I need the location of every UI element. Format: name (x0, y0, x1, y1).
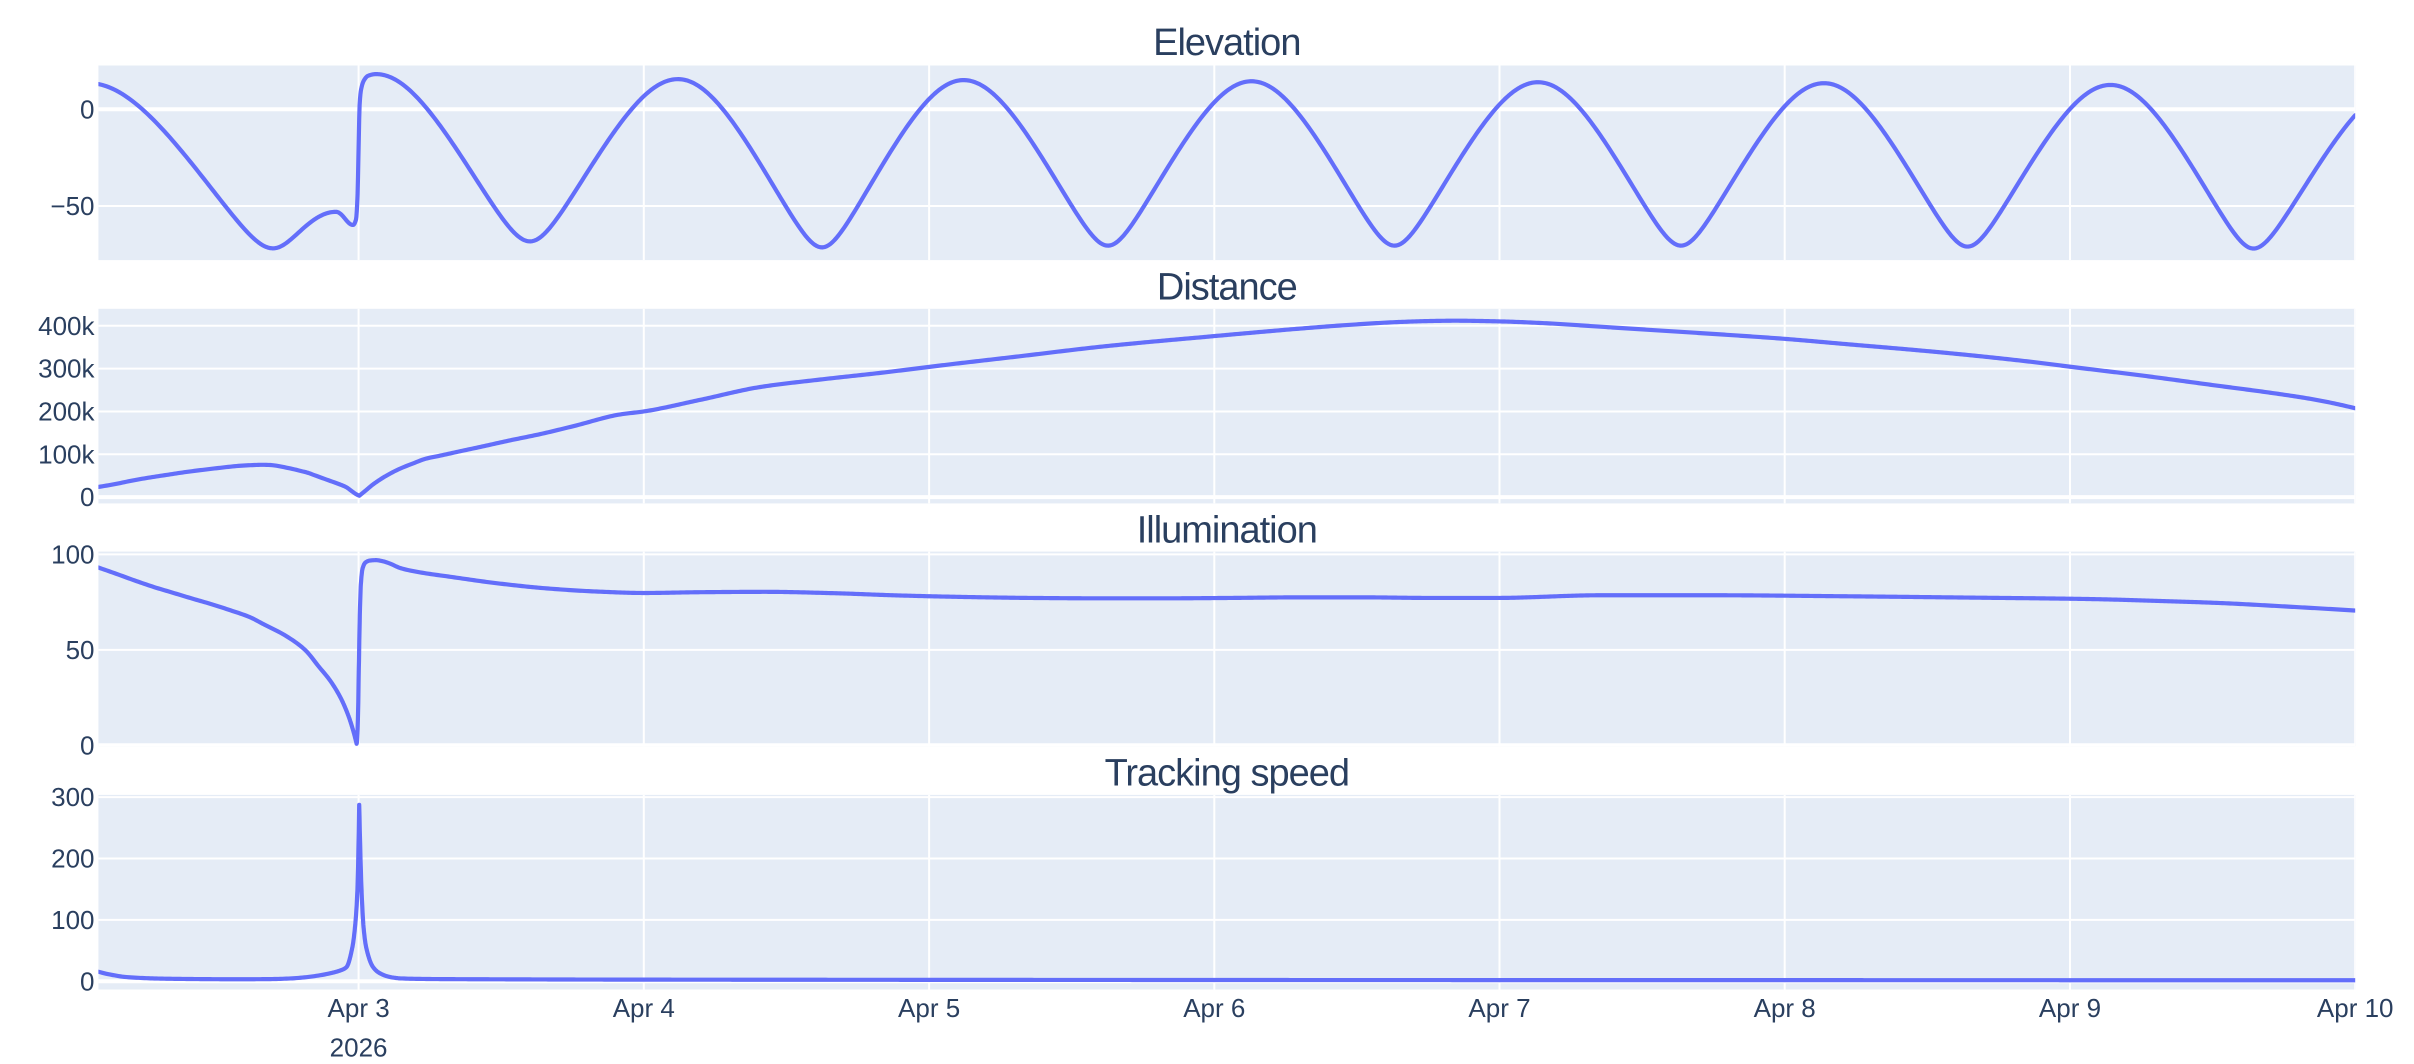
svg-text:Apr 8: Apr 8 (1754, 993, 1816, 1023)
svg-text:200: 200 (51, 844, 94, 874)
svg-text:Apr 6: Apr 6 (1183, 993, 1245, 1023)
svg-text:100: 100 (51, 905, 94, 935)
svg-text:50: 50 (66, 635, 95, 665)
svg-text:300k: 300k (38, 354, 95, 384)
svg-text:Apr 10: Apr 10 (2317, 993, 2394, 1023)
svg-text:Apr 7: Apr 7 (1468, 993, 1530, 1023)
svg-text:300: 300 (51, 782, 94, 812)
svg-text:Elevation: Elevation (1153, 22, 1300, 64)
svg-text:Apr 5: Apr 5 (898, 993, 960, 1023)
svg-text:0: 0 (80, 482, 94, 512)
svg-text:100: 100 (51, 539, 94, 569)
svg-text:Apr 9: Apr 9 (2039, 993, 2101, 1023)
svg-text:2026: 2026 (330, 1032, 388, 1062)
svg-text:400k: 400k (38, 311, 95, 341)
svg-text:Tracking speed: Tracking speed (1105, 753, 1349, 795)
svg-text:100k: 100k (38, 439, 95, 469)
svg-text:−50: −50 (50, 191, 94, 221)
svg-text:Illumination: Illumination (1137, 510, 1317, 552)
svg-text:0: 0 (80, 966, 94, 996)
svg-text:Distance: Distance (1157, 267, 1297, 309)
svg-text:200k: 200k (38, 397, 95, 427)
svg-text:Apr 3: Apr 3 (328, 993, 390, 1023)
svg-text:0: 0 (80, 94, 94, 124)
svg-text:Apr 4: Apr 4 (613, 993, 675, 1023)
svg-text:0: 0 (80, 730, 94, 760)
